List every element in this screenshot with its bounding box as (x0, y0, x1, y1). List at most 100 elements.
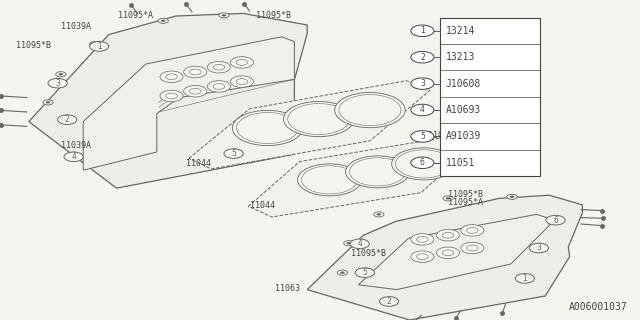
Text: 11051: 11051 (445, 158, 475, 168)
Text: 13213: 13213 (445, 52, 475, 62)
Circle shape (411, 157, 434, 169)
Circle shape (461, 242, 484, 254)
Text: 3: 3 (420, 79, 425, 88)
Text: 11039A: 11039A (61, 141, 91, 150)
Circle shape (160, 71, 183, 83)
Circle shape (340, 271, 345, 274)
Circle shape (298, 164, 362, 196)
Circle shape (56, 72, 66, 77)
Circle shape (337, 270, 348, 275)
Circle shape (184, 66, 207, 78)
Polygon shape (307, 195, 582, 320)
Circle shape (58, 115, 77, 124)
Circle shape (461, 225, 484, 236)
Text: 1: 1 (522, 274, 527, 283)
Circle shape (546, 215, 565, 225)
Text: A91039: A91039 (445, 132, 481, 141)
Text: 6: 6 (553, 216, 558, 225)
Circle shape (380, 297, 399, 306)
Circle shape (411, 234, 434, 245)
Text: A10693: A10693 (445, 105, 481, 115)
Text: 11063: 11063 (428, 131, 452, 140)
Circle shape (436, 247, 460, 259)
Text: 11063: 11063 (275, 284, 300, 293)
Circle shape (48, 78, 67, 88)
Circle shape (376, 213, 381, 216)
Polygon shape (358, 214, 549, 290)
Circle shape (335, 92, 405, 128)
Circle shape (43, 100, 53, 105)
Circle shape (284, 101, 354, 137)
Polygon shape (83, 37, 294, 170)
Text: J10608: J10608 (445, 79, 481, 89)
Circle shape (160, 90, 183, 102)
Circle shape (374, 212, 384, 217)
Text: 3: 3 (536, 244, 541, 252)
Text: 5: 5 (362, 268, 367, 277)
Circle shape (90, 42, 100, 47)
Circle shape (158, 18, 168, 23)
Text: 11044: 11044 (250, 201, 275, 210)
Text: 2: 2 (65, 115, 70, 124)
Text: 11095*B: 11095*B (448, 190, 483, 199)
Circle shape (392, 148, 456, 180)
Circle shape (436, 229, 460, 241)
Circle shape (92, 43, 97, 45)
Text: 11095*B: 11095*B (16, 41, 51, 50)
Text: A006001037: A006001037 (568, 302, 627, 312)
Circle shape (64, 152, 83, 162)
Circle shape (184, 85, 207, 97)
Circle shape (58, 73, 63, 76)
Text: 6: 6 (420, 158, 425, 167)
Text: 4: 4 (420, 106, 425, 115)
Circle shape (507, 194, 517, 199)
Polygon shape (248, 137, 472, 217)
Circle shape (207, 81, 230, 92)
Circle shape (411, 251, 434, 262)
Circle shape (350, 239, 369, 249)
Text: 4: 4 (357, 239, 362, 248)
Circle shape (207, 61, 230, 73)
Text: 11039A: 11039A (61, 22, 91, 31)
Text: 11095*A: 11095*A (448, 198, 483, 207)
Circle shape (221, 14, 227, 17)
Text: 11095*B: 11095*B (351, 249, 386, 258)
Text: 11095*A: 11095*A (118, 12, 154, 20)
Circle shape (529, 243, 548, 253)
Polygon shape (189, 81, 430, 169)
Circle shape (224, 149, 243, 158)
Circle shape (411, 104, 434, 116)
Circle shape (45, 101, 51, 104)
Text: 3: 3 (55, 79, 60, 88)
Circle shape (411, 25, 434, 36)
Text: 1: 1 (97, 42, 102, 51)
Text: 13214: 13214 (445, 26, 475, 36)
Circle shape (411, 52, 434, 63)
Circle shape (411, 131, 434, 142)
Circle shape (90, 42, 109, 51)
Circle shape (230, 76, 253, 87)
Bar (440, 18, 540, 176)
Text: 5: 5 (420, 132, 425, 141)
Circle shape (161, 20, 166, 22)
Circle shape (344, 241, 354, 246)
Text: 5: 5 (231, 149, 236, 158)
Text: 4: 4 (71, 152, 76, 161)
Circle shape (355, 268, 374, 277)
Circle shape (232, 110, 303, 146)
Circle shape (219, 13, 229, 18)
Circle shape (346, 242, 351, 244)
Text: 2: 2 (387, 297, 392, 306)
Circle shape (411, 78, 434, 89)
Circle shape (445, 197, 451, 200)
Circle shape (230, 57, 253, 68)
Circle shape (515, 274, 534, 283)
Circle shape (443, 196, 453, 201)
Text: 1: 1 (420, 26, 425, 35)
Circle shape (509, 196, 515, 198)
Text: 11095*B: 11095*B (256, 12, 291, 20)
Text: 11044: 11044 (186, 159, 211, 168)
Text: 2: 2 (420, 53, 425, 62)
Polygon shape (29, 13, 307, 188)
Circle shape (346, 156, 410, 188)
